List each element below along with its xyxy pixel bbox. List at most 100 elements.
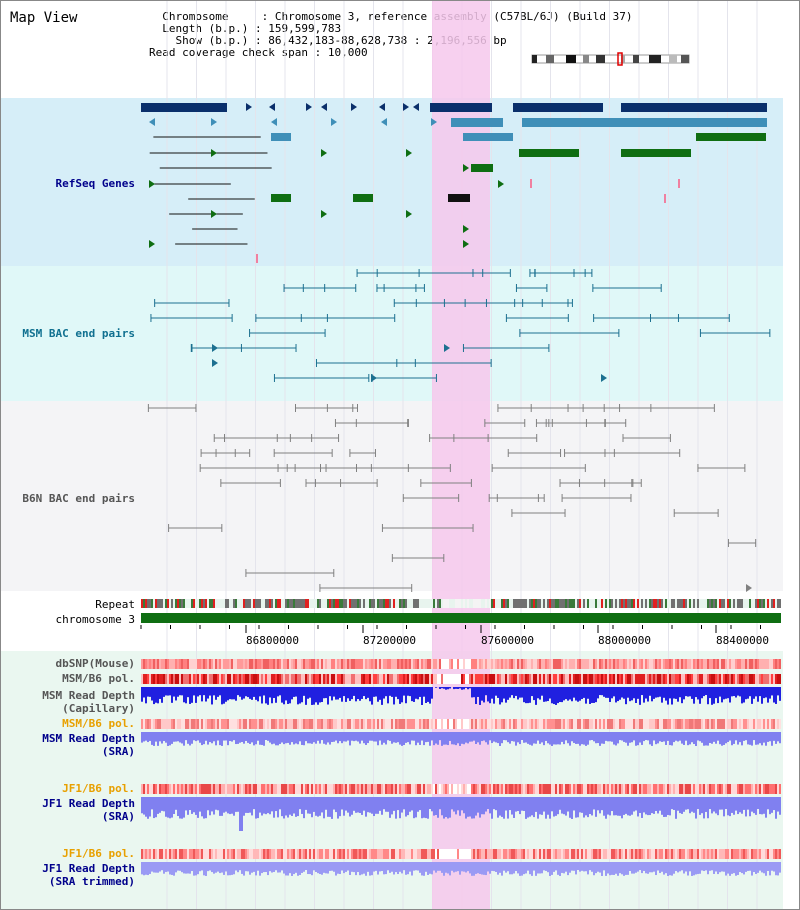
- depth-bar: [535, 797, 537, 812]
- depth-bar: [459, 797, 461, 816]
- heat-cell: [647, 659, 649, 669]
- heat-cell: [615, 659, 617, 669]
- depth-bar: [485, 732, 487, 743]
- heat-cell: [755, 784, 757, 794]
- depth-bar: [245, 797, 247, 813]
- depth-bar: [703, 687, 705, 697]
- repeat-cell: [713, 599, 715, 608]
- depth-bar: [335, 797, 337, 813]
- heat-cell: [771, 674, 773, 684]
- heat-cell: [535, 784, 537, 794]
- depth-bar: [509, 732, 511, 744]
- repeat-cell: [627, 599, 629, 608]
- depth-bar: [181, 732, 183, 744]
- heat-cell: [737, 784, 739, 794]
- heat-cell: [533, 719, 535, 729]
- depth-bar: [181, 797, 183, 819]
- b6n-bac-pairs[interactable]: [147, 404, 757, 592]
- depth-bar: [457, 732, 459, 744]
- depth-bar: [579, 687, 581, 701]
- depth-bar: [287, 732, 289, 743]
- depth-bar: [549, 862, 551, 876]
- heat-cell: [779, 659, 781, 669]
- heat-cell: [159, 784, 161, 794]
- heat-cell: [231, 674, 233, 684]
- heat-cell: [525, 674, 527, 684]
- chromosome-bar[interactable]: [141, 613, 781, 623]
- depth-bar: [363, 862, 365, 874]
- heat-cell: [335, 659, 337, 669]
- depth-bar: [587, 687, 589, 699]
- heat-cell: [525, 659, 527, 669]
- depth-bar: [493, 862, 495, 872]
- heat-cell: [747, 784, 749, 794]
- heat-cell: [609, 659, 611, 669]
- depth-bar: [317, 687, 319, 705]
- heat-cell: [649, 784, 651, 794]
- heat-cell: [567, 674, 569, 684]
- heat-cell: [437, 784, 439, 794]
- depth-bar: [275, 732, 277, 746]
- heat-cell: [599, 659, 601, 669]
- heat-cell: [323, 659, 325, 669]
- heat-cell: [199, 659, 201, 669]
- repeat-cell: [289, 599, 291, 608]
- heat-cell: [369, 674, 371, 684]
- refseq-genes[interactable]: [141, 103, 767, 263]
- heat-cell: [317, 659, 319, 669]
- depth-bar: [177, 797, 179, 817]
- depth-bar: [589, 687, 591, 704]
- depth-bar: [471, 862, 473, 876]
- heat-cell: [259, 659, 261, 669]
- heat-cell: [315, 784, 317, 794]
- heat-cell: [461, 659, 463, 669]
- heat-cell: [309, 674, 311, 684]
- heat-cell: [725, 674, 727, 684]
- depth-bar: [447, 732, 449, 746]
- depth-bar: [521, 862, 523, 876]
- msm-bac-pairs[interactable]: [150, 269, 771, 382]
- depth-bar: [493, 797, 495, 810]
- depth-bar: [245, 687, 247, 697]
- depth-bar: [605, 862, 607, 876]
- heat-cell: [567, 659, 569, 669]
- heat-cell: [415, 849, 417, 859]
- highlight-region[interactable]: [432, 1, 490, 909]
- repeat-cell: [557, 599, 559, 608]
- heat-tracks[interactable]: [141, 659, 781, 876]
- depth-bar: [657, 862, 659, 871]
- heat-cell: [715, 784, 717, 794]
- heat-cell: [633, 659, 635, 669]
- heat-cell: [593, 719, 595, 729]
- heat-cell: [703, 674, 705, 684]
- heat-cell: [577, 674, 579, 684]
- heat-cell: [315, 719, 317, 729]
- depth-bar: [569, 797, 571, 818]
- heat-cell: [513, 849, 515, 859]
- heat-cell: [295, 784, 297, 794]
- repeat-track[interactable]: [141, 599, 781, 608]
- heat-cell: [759, 674, 761, 684]
- chromosome-ideogram[interactable]: [531, 52, 690, 66]
- heat-cell: [279, 784, 281, 794]
- depth-bar: [623, 732, 625, 742]
- heat-cell: [561, 719, 563, 729]
- heat-cell: [731, 674, 733, 684]
- depth-bar: [227, 687, 229, 701]
- depth-bar: [453, 862, 455, 873]
- heat-cell: [573, 719, 575, 729]
- heat-cell: [477, 674, 479, 684]
- heat-cell: [235, 784, 237, 794]
- heat-cell: [189, 719, 191, 729]
- heat-cell: [187, 849, 189, 859]
- depth-bar: [389, 797, 391, 818]
- depth-bar: [221, 862, 223, 873]
- heat-cell: [331, 849, 333, 859]
- depth-bar: [711, 797, 713, 814]
- heat-cell: [205, 719, 207, 729]
- heat-cell: [657, 674, 659, 684]
- heat-cell: [473, 784, 475, 794]
- depth-bar: [169, 687, 171, 696]
- heat-cell: [543, 659, 545, 669]
